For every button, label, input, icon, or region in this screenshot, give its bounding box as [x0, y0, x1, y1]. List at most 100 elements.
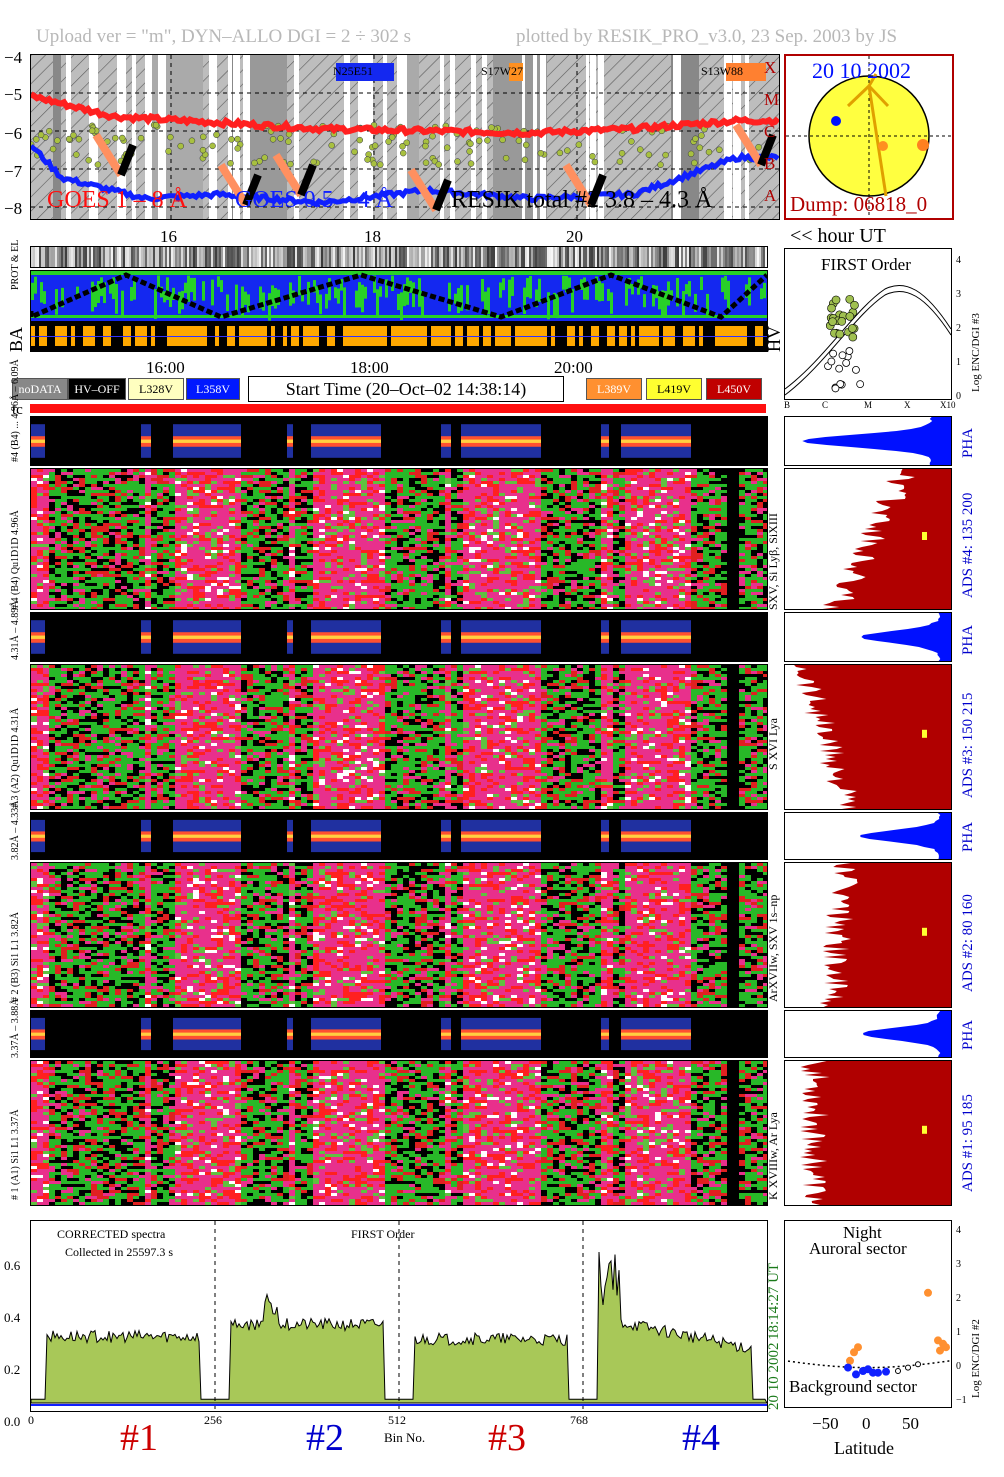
spectrogram-svg — [31, 863, 767, 1007]
first-order-yticks: 4 3 2 1 0 — [956, 244, 961, 414]
profile-svg — [785, 1011, 951, 1057]
pha-spectrogram — [30, 812, 768, 860]
ads-profile — [784, 862, 952, 1008]
goes-xtick: 20 — [566, 227, 583, 247]
first-order-ylabel: Log ENC/DGI #3 — [970, 313, 982, 392]
profile-svg — [794, 665, 951, 809]
lat-ylabel: Log ENC/DGI #2 — [970, 1319, 982, 1398]
prot-el-strip — [30, 246, 768, 268]
ba-label: BA — [6, 327, 27, 352]
prot-panel — [30, 270, 768, 322]
lat-ytick: 2 — [956, 1282, 967, 1316]
fo-ytick: 0 — [956, 380, 961, 414]
spectrum-svg — [31, 1221, 767, 1411]
profile-svg — [819, 863, 951, 1007]
class-b: B — [764, 148, 779, 180]
channel-spectrogram — [30, 862, 768, 1008]
ads1-text: ADS #1: 95 185 — [960, 1094, 977, 1192]
spec-ytick: 0.0 — [4, 1396, 20, 1448]
lat-ytick: 1 — [956, 1316, 967, 1350]
profile-svg — [822, 469, 951, 609]
status-xtick: 16:00 — [146, 358, 185, 378]
goes-class-column: X M C B A — [764, 52, 779, 212]
spectrum-date: 20 10 2002 — [766, 1343, 783, 1411]
prot-el-label: PROT & EL — [10, 240, 21, 290]
channel-spectrogram — [30, 1060, 768, 1206]
fo-ytick: 1 — [956, 346, 961, 380]
spectrogram-svg — [31, 1061, 767, 1205]
fo-ytick: 3 — [956, 278, 961, 312]
lat-background: Background sector — [789, 1377, 917, 1397]
goes-xtick: 18 — [364, 227, 381, 247]
spectrogram-svg — [31, 819, 691, 853]
region-label-2: S17W27 — [481, 64, 523, 79]
pha-spectrogram — [30, 416, 768, 466]
ch1-label: # 1 (A1) Si1 L1 3.37Å — [10, 1109, 21, 1200]
hour-ut-label: << hour UT — [790, 225, 886, 248]
goes-ytick: −5 — [4, 85, 22, 105]
ba-svg — [31, 326, 767, 346]
lines4: SXV, Si Lyβ, SiXIII — [766, 513, 781, 610]
ch3-label: # 3 (A2) Qu1D1D 4.31Å — [10, 708, 21, 808]
plotted-by: plotted by RESIK_PRO_v3.0, 23 Sep. 2003 … — [516, 26, 897, 48]
spectrogram-svg — [31, 1017, 691, 1051]
lat-xlabel: Latitude — [834, 1438, 894, 1459]
profile-svg — [785, 613, 951, 661]
spec-xtick: 768 — [570, 1413, 588, 1428]
spec-xtick: 0 — [28, 1413, 34, 1428]
goes-ytick: −4 — [4, 48, 22, 68]
spec-xtick: 512 — [388, 1413, 406, 1428]
pha-text-3: PHA — [960, 625, 977, 655]
sun-panel: 20 10 2002 Dump: 06818_0 — [784, 54, 954, 220]
pha-profile — [784, 612, 952, 662]
goes-xtick: 16 — [160, 227, 177, 247]
pha3-label: 4.31Å – 4.89Å — [10, 601, 21, 660]
lat-ytick: 0 — [956, 1350, 967, 1384]
spec-xtick: 256 — [204, 1413, 222, 1428]
prot-svg — [31, 271, 767, 321]
channel-label-3: #3 — [488, 1416, 526, 1460]
lat-yticks: 4 3 2 1 0 −1 — [956, 1214, 967, 1418]
channel-label-2: #2 — [306, 1416, 344, 1460]
badge-l419: L419V — [646, 378, 702, 400]
lat-xtick: −50 — [812, 1414, 839, 1434]
lines2: ArXVIIw, SXV 1s–np — [766, 895, 781, 1002]
goes-ytick: −7 — [4, 162, 22, 182]
lat-night: Night — [843, 1223, 882, 1243]
status-xtick: 20:00 — [554, 358, 593, 378]
fo-xtick: B — [784, 400, 790, 410]
lat-xtick: 0 — [862, 1414, 871, 1434]
goes-plot: N25E51 S17W27 S13W88 GOES 1 – 8 Å GOES 0… — [30, 54, 780, 220]
fo-xtick: X10 — [940, 400, 956, 410]
pha2-label: 3.82Å – 4.33Å — [10, 801, 21, 860]
lat-xtick: 50 — [902, 1414, 919, 1434]
legend-goes05: GOES 0.5 – 4 Å — [235, 187, 393, 214]
lines1: K XVIIIw, Ar Lya — [766, 1112, 781, 1200]
profile-svg — [785, 417, 951, 465]
goes-series-line — [31, 144, 779, 208]
spectrogram-svg — [31, 620, 691, 654]
region-badge-1 — [336, 63, 394, 81]
fo-xtick: C — [822, 400, 828, 410]
tc-bar — [30, 404, 766, 413]
spectrogram-svg — [31, 469, 767, 609]
fo-ytick: 4 — [956, 244, 961, 278]
tc-label: tc — [12, 402, 23, 419]
class-a: A — [764, 180, 779, 212]
badge-l328: L328V — [128, 378, 184, 400]
pha-profile — [784, 812, 952, 860]
ch4-label: # 4 (B4) Qu1D1D 4.96Å — [10, 510, 21, 610]
ads-profile — [784, 468, 952, 610]
sun-svg — [786, 56, 952, 218]
prot-el-strip-svg — [31, 247, 767, 267]
lines3: S XVI Lya — [766, 718, 781, 770]
sun-date: 20 10 2002 — [812, 58, 911, 84]
channel-label-4: #4 — [682, 1416, 720, 1460]
spectrum-title: FIRST Order — [351, 1227, 414, 1242]
ads2-text: ADS #2: 80 160 — [960, 894, 977, 992]
class-c: C — [764, 116, 779, 148]
lat-ytick: 4 — [956, 1214, 967, 1248]
hv-label: HV — [764, 326, 785, 352]
upload-info: Upload ver = "m", DYN–ALLO DGI = 2 ÷ 302… — [36, 26, 411, 48]
profile-svg — [800, 1061, 951, 1205]
